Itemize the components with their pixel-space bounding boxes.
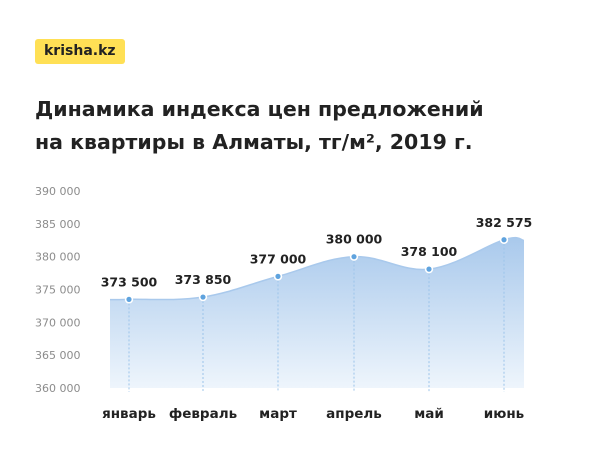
x-tick-label: апрель (326, 406, 382, 422)
data-label: 373 500 (101, 274, 158, 289)
data-point (124, 295, 134, 304)
series-line (109, 236, 525, 301)
y-tick-label: 375 000 (35, 284, 81, 297)
data-markers (124, 235, 509, 304)
data-label: 378 100 (401, 244, 458, 259)
data-point (424, 264, 434, 274)
y-axis: 360 000 365 000 370 000 375 000 380 000 385 0… (35, 185, 81, 395)
x-axis: январь февраль март апрель май июнь (102, 406, 524, 422)
y-tick-label: 370 000 (35, 316, 81, 329)
area-fill (110, 237, 524, 388)
x-tick-label: июнь (484, 406, 524, 422)
data-label: 382 575 (476, 215, 533, 230)
y-tick-label: 360 000 (35, 382, 81, 395)
x-tick-label: январь (102, 406, 156, 422)
data-label: 373 850 (175, 272, 232, 287)
data-point (499, 235, 509, 244)
brand-logo: krisha.kz (35, 39, 125, 64)
x-tick-label: май (414, 406, 444, 422)
data-label: 377 000 (250, 251, 307, 266)
data-point (349, 252, 359, 261)
y-tick-label: 380 000 (35, 251, 81, 264)
chart-title: Динамика индекса цен предложений на квар… (35, 93, 575, 159)
x-tick-label: март (259, 406, 297, 422)
data-labels: 373 500 373 850 377 000 380 000 378 100 382 5… (101, 215, 533, 290)
guide-lines (128, 239, 505, 392)
data-point (273, 272, 283, 281)
data-label: 380 000 (326, 232, 383, 247)
y-tick-label: 385 000 (35, 218, 81, 231)
data-point (198, 292, 208, 302)
chart-title-line-1: Динамика индекса цен предложений (35, 97, 484, 121)
area-layer (109, 236, 525, 388)
x-tick-label: февраль (169, 406, 237, 422)
chart-title-line-2: на квартиры в Алматы, тг/м², 2019 г. (35, 130, 473, 154)
y-tick-label: 365 000 (35, 349, 81, 362)
y-tick-label: 390 000 (35, 185, 81, 198)
